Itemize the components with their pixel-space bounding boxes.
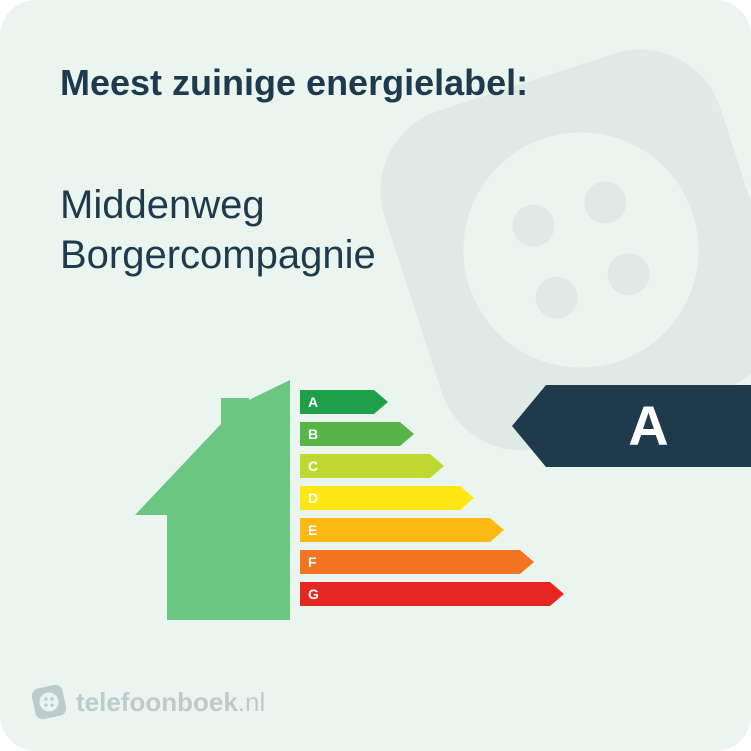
- location-line-2: Borgercompagnie: [60, 233, 376, 277]
- footer-brand: telefoonboek.nl: [32, 685, 265, 719]
- footer-brand-tld: .nl: [238, 687, 265, 717]
- energy-label-card: Meest zuinige energielabel: Middenweg Bo…: [0, 0, 751, 751]
- energy-bar-d: [300, 486, 474, 510]
- phone-dial-icon: [32, 685, 66, 719]
- energy-bar-label-c: C: [308, 458, 318, 474]
- energy-bar-e: [300, 518, 504, 542]
- footer-brand-bold: telefoonboek: [76, 687, 238, 717]
- energy-bar-label-e: E: [308, 522, 317, 538]
- location-line-1: Middenweg: [60, 183, 265, 227]
- energy-bar-label-b: B: [308, 426, 318, 442]
- selected-energy-letter: A: [628, 398, 668, 454]
- footer-brand-text: telefoonboek.nl: [76, 687, 265, 718]
- location-name: Middenweg Borgercompagnie: [60, 180, 376, 280]
- energy-bar-f: [300, 550, 534, 574]
- selected-energy-badge: A: [546, 385, 751, 467]
- energy-bar-c: [300, 454, 444, 478]
- energy-bar-label-d: D: [308, 490, 318, 506]
- energy-bar-label-f: F: [308, 554, 317, 570]
- energy-bar-label-g: G: [308, 586, 319, 602]
- house-icon: [135, 380, 290, 620]
- card-title: Meest zuinige energielabel:: [60, 62, 528, 104]
- energy-bar-label-a: A: [308, 394, 318, 410]
- energy-bar-g: [300, 582, 564, 606]
